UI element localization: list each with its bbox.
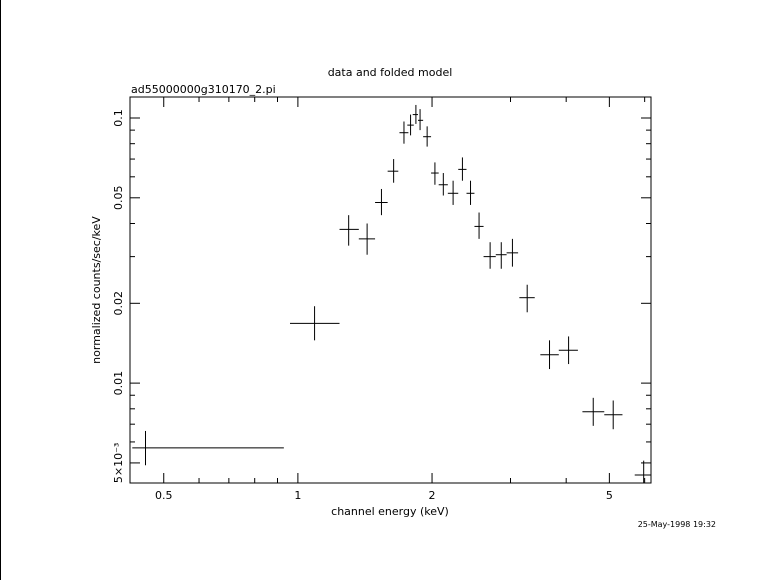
- data-point: [540, 340, 559, 370]
- x-tick-label: 5: [606, 489, 613, 502]
- y-tick-label: 5×10⁻³: [112, 443, 125, 483]
- window-left-border: [0, 0, 1, 580]
- x-tick-label: 2: [429, 489, 436, 502]
- y-tick-label: 0.01: [112, 371, 125, 396]
- data-point: [466, 180, 475, 205]
- data-point: [358, 223, 376, 255]
- data-point: [447, 180, 459, 205]
- data-point: [375, 188, 388, 216]
- data-point: [289, 306, 340, 341]
- data-point: [604, 400, 623, 430]
- data-point: [438, 173, 448, 196]
- y-axis-label: normalized counts/sec/keV: [90, 216, 103, 364]
- x-axis-label: channel energy (keV): [331, 505, 449, 518]
- x-tick-label: 1: [294, 489, 301, 502]
- data-point: [495, 242, 507, 269]
- chart-title: data and folded model: [328, 66, 453, 79]
- axis-ticks: [130, 97, 651, 483]
- y-tick-label: 0.05: [112, 186, 125, 211]
- x-tick-label: 0.5: [155, 489, 173, 502]
- data-point: [634, 460, 651, 483]
- data-point: [412, 104, 418, 124]
- data-point: [458, 157, 467, 181]
- data-point: [399, 121, 409, 144]
- data-point: [417, 109, 424, 131]
- data-point: [387, 159, 399, 183]
- data-point: [132, 430, 284, 466]
- data-point: [483, 242, 496, 269]
- data-point: [474, 212, 484, 239]
- timestamp: 25-May-1998 19:32: [638, 520, 716, 529]
- data-point: [431, 162, 439, 185]
- data-point: [506, 238, 519, 267]
- axis-tick-labels: 0.5 1 2 5 5×10⁻³ 0.01 0.02 0.05 0.1: [112, 109, 613, 502]
- data-point: [407, 114, 414, 136]
- data-point: [423, 126, 432, 147]
- data-point: [582, 397, 605, 426]
- plot-frame: [129, 96, 652, 484]
- chart-subtitle: ad55000000g310170_2.pi: [131, 83, 276, 96]
- data-point: [519, 284, 535, 313]
- data-points: [132, 104, 651, 483]
- data-point: [558, 336, 578, 365]
- data-point: [339, 215, 359, 246]
- y-tick-label: 0.02: [112, 291, 125, 316]
- y-tick-label: 0.1: [112, 109, 125, 127]
